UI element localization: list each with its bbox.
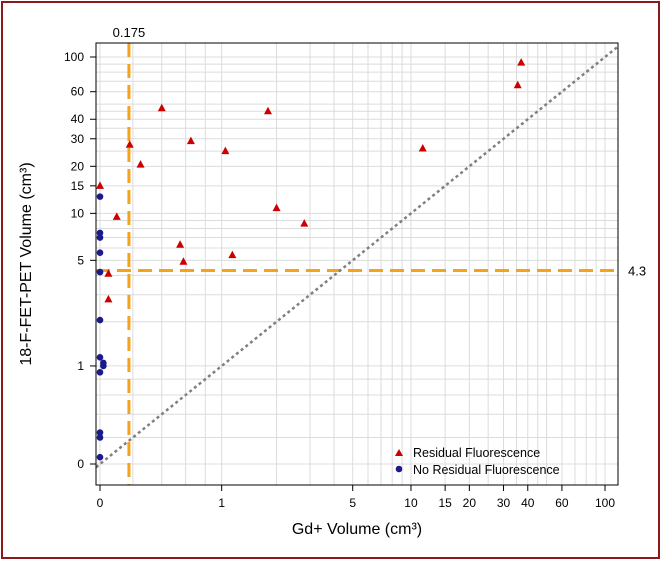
data-point-no-residual	[96, 453, 104, 461]
y-tick-label: 15	[71, 179, 85, 193]
y-axis-label: 18-F-FET-PET Volume (cm³)	[18, 162, 35, 365]
data-point-residual	[179, 257, 188, 265]
data-point-residual	[300, 219, 309, 227]
reference-line-identity	[95, 45, 619, 469]
data-point-residual	[228, 250, 237, 259]
x-tick-label: 5	[349, 496, 356, 510]
data-point-residual	[104, 269, 113, 277]
data-point-residual	[112, 212, 121, 220]
y-tick-label: 1	[77, 359, 84, 373]
data-point-no-residual	[96, 368, 104, 376]
legend-label-residual: Residual Fluorescence	[413, 446, 540, 460]
plot-border	[95, 42, 619, 486]
data-point-no-residual	[96, 234, 104, 241]
data-point-residual	[513, 80, 522, 89]
data-point-no-residual	[96, 316, 104, 324]
reference-label-vertical: 0.175	[113, 25, 146, 40]
grid-lines	[96, 43, 618, 485]
y-tick-label: 5	[77, 253, 84, 267]
legend-label-no-residual: No Residual Fluorescence	[413, 463, 560, 477]
data-point-residual	[125, 140, 134, 148]
data-points	[96, 58, 526, 461]
data-point-residual	[517, 58, 526, 66]
x-tick-label: 15	[438, 496, 452, 510]
x-axis-ticks: 0 1 5 10 15 20 30 40 60 100	[97, 485, 615, 510]
reference-lines: 0.175 4.3	[95, 25, 646, 485]
data-point-no-residual	[96, 249, 104, 256]
x-tick-label: 10	[404, 496, 418, 510]
data-point-residual	[186, 136, 195, 145]
data-point-residual	[176, 240, 185, 248]
data-point-residual	[96, 181, 104, 189]
legend-item-no-residual: No Residual Fluorescence	[395, 463, 560, 477]
legend-triangle-marker	[395, 449, 403, 456]
data-point-no-residual	[96, 429, 104, 436]
y-tick-label: 0	[77, 457, 84, 471]
data-point-residual	[272, 203, 281, 212]
x-tick-label: 30	[497, 496, 511, 510]
data-point-residual	[104, 294, 113, 303]
data-point-residual	[157, 103, 166, 112]
legend: Residual Fluorescence No Residual Fluore…	[395, 446, 560, 477]
x-tick-label: 100	[595, 496, 615, 510]
x-tick-label: 60	[555, 496, 569, 510]
x-tick-label: 40	[521, 496, 535, 510]
data-point-residual	[221, 146, 230, 155]
data-point-residual	[263, 106, 272, 115]
y-tick-label: 20	[71, 159, 85, 173]
data-point-no-residual	[96, 434, 104, 441]
y-tick-label: 60	[71, 85, 85, 99]
data-point-no-residual	[96, 229, 104, 237]
legend-item-residual: Residual Fluorescence	[395, 446, 540, 460]
data-point-no-residual	[96, 354, 104, 361]
data-point-no-residual	[100, 362, 107, 370]
x-tick-label: 1	[218, 496, 225, 510]
x-axis-label: Gd+ Volume (cm³)	[292, 521, 422, 538]
y-tick-label: 40	[71, 112, 85, 126]
data-point-no-residual	[96, 268, 104, 276]
x-tick-label: 0	[97, 496, 104, 510]
y-tick-label: 100	[64, 50, 84, 64]
data-point-no-residual	[96, 193, 104, 200]
legend-circle-marker	[395, 465, 403, 473]
y-tick-label: 10	[71, 206, 85, 220]
data-point-residual	[418, 144, 427, 152]
x-tick-label: 20	[463, 496, 477, 510]
y-tick-label: 30	[71, 132, 85, 146]
data-point-residual	[136, 160, 145, 168]
reference-label-horizontal: 4.3	[628, 264, 646, 279]
